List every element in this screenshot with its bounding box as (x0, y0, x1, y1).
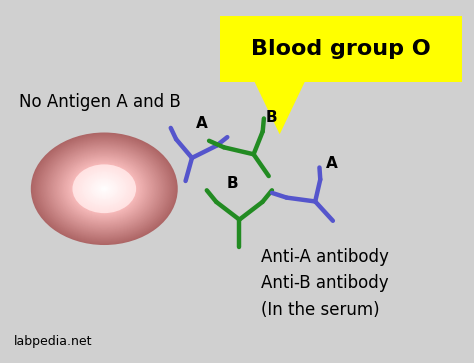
Ellipse shape (53, 150, 155, 228)
Ellipse shape (44, 143, 164, 235)
Ellipse shape (56, 152, 152, 225)
Ellipse shape (38, 138, 171, 240)
Ellipse shape (87, 176, 121, 202)
Ellipse shape (31, 132, 178, 245)
Ellipse shape (50, 147, 158, 230)
Ellipse shape (65, 159, 144, 219)
Ellipse shape (59, 154, 150, 224)
Ellipse shape (98, 184, 110, 193)
Ellipse shape (67, 160, 141, 217)
Ellipse shape (32, 134, 176, 244)
Ellipse shape (96, 182, 113, 195)
Ellipse shape (86, 175, 123, 203)
Ellipse shape (100, 185, 109, 192)
Ellipse shape (66, 160, 142, 218)
Ellipse shape (83, 173, 125, 205)
Ellipse shape (94, 181, 114, 196)
Ellipse shape (85, 174, 124, 204)
Ellipse shape (36, 136, 173, 241)
Ellipse shape (39, 139, 169, 238)
Ellipse shape (76, 167, 132, 210)
Ellipse shape (75, 166, 134, 211)
Ellipse shape (58, 153, 151, 224)
Ellipse shape (46, 144, 163, 234)
Ellipse shape (64, 158, 145, 220)
Ellipse shape (54, 150, 155, 227)
Text: A: A (326, 156, 337, 171)
Ellipse shape (103, 188, 106, 190)
Ellipse shape (79, 169, 130, 208)
Ellipse shape (88, 176, 120, 201)
Ellipse shape (93, 180, 115, 197)
Ellipse shape (102, 187, 107, 191)
Ellipse shape (43, 142, 165, 236)
Text: No Antigen A and B: No Antigen A and B (19, 93, 181, 111)
Ellipse shape (97, 183, 111, 195)
Ellipse shape (82, 172, 126, 205)
Ellipse shape (71, 163, 137, 214)
Ellipse shape (52, 148, 157, 229)
Ellipse shape (70, 163, 138, 215)
Ellipse shape (55, 151, 153, 226)
Text: Anti-A antibody
Anti-B antibody
(In the serum): Anti-A antibody Anti-B antibody (In the … (261, 248, 389, 319)
Ellipse shape (33, 134, 175, 243)
Ellipse shape (37, 137, 172, 240)
Text: labpedia.net: labpedia.net (14, 335, 93, 348)
Ellipse shape (100, 186, 108, 192)
Ellipse shape (47, 145, 162, 233)
Ellipse shape (35, 135, 174, 242)
Ellipse shape (77, 168, 131, 209)
Text: B: B (227, 176, 238, 191)
Text: Blood group O: Blood group O (251, 39, 431, 59)
Ellipse shape (48, 146, 161, 232)
FancyBboxPatch shape (220, 16, 462, 82)
Polygon shape (254, 80, 306, 134)
Ellipse shape (73, 164, 136, 213)
Ellipse shape (62, 156, 147, 221)
Ellipse shape (49, 147, 159, 231)
Ellipse shape (91, 179, 118, 199)
Ellipse shape (81, 171, 128, 207)
Text: B: B (265, 110, 277, 125)
Ellipse shape (92, 179, 117, 198)
Ellipse shape (60, 155, 148, 223)
Ellipse shape (42, 141, 167, 237)
Text: A: A (196, 116, 207, 131)
Ellipse shape (41, 140, 168, 237)
Ellipse shape (69, 162, 140, 216)
Ellipse shape (90, 178, 119, 200)
Ellipse shape (80, 170, 129, 208)
Ellipse shape (63, 157, 146, 221)
Ellipse shape (73, 165, 135, 212)
